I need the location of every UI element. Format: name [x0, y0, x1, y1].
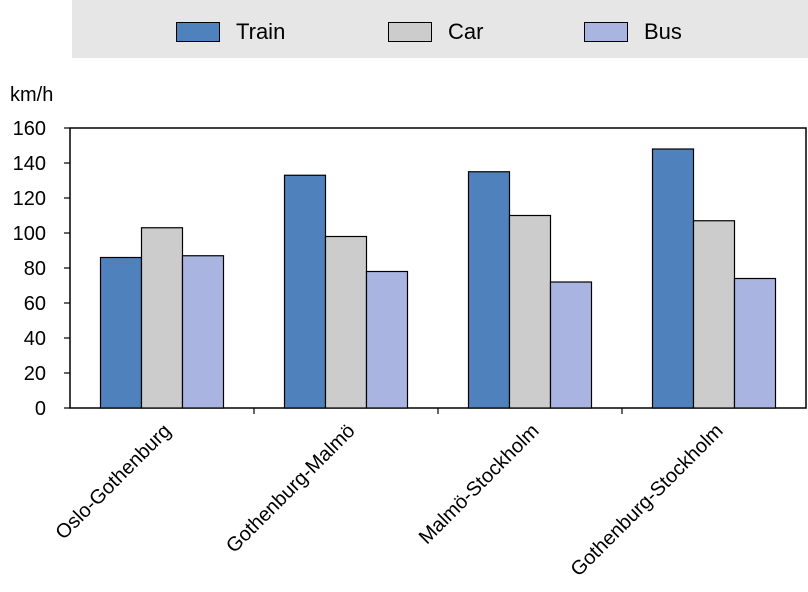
y-tick-label: 160 [13, 118, 46, 140]
legend-swatch-train [176, 22, 220, 42]
bar-bus-0 [181, 255, 225, 409]
bar-car-0 [140, 227, 184, 409]
y-tick-label: 0 [35, 398, 46, 420]
bar-train-0 [99, 256, 143, 409]
legend-item-bus: Bus [584, 19, 682, 45]
bar-car-2 [508, 214, 552, 409]
x-tick-label: Gothenburg-Stockholm [567, 420, 728, 581]
legend-item-car: Car [388, 19, 483, 45]
legend-label-bus: Bus [644, 19, 682, 44]
legend-swatch-bus [584, 22, 628, 42]
bar-bus-2 [549, 281, 593, 409]
bar-train-1 [283, 174, 327, 409]
legend: Train Car Bus [72, 0, 808, 58]
legend-label-car: Car [448, 19, 484, 44]
legend-label-train: Train [236, 19, 286, 44]
y-tick-label: 20 [24, 363, 46, 385]
bar-car-3 [692, 220, 736, 409]
y-tick-label: 40 [24, 328, 46, 350]
y-tick-label: 100 [13, 223, 46, 245]
bar-train-2 [467, 171, 511, 409]
y-tick-label: 120 [13, 188, 46, 210]
bar-bus-1 [365, 270, 409, 409]
y-axis-unit-label: km/h [10, 84, 54, 106]
bar-car-1 [324, 235, 368, 409]
legend-swatch-car [388, 22, 432, 42]
legend-item-train: Train [176, 19, 285, 45]
bar-train-3 [651, 148, 695, 409]
x-tick-label: Gothenburg-Malmö [222, 420, 359, 557]
bar-bus-3 [733, 277, 777, 409]
y-tick-label: 80 [24, 258, 46, 280]
y-tick-label: 60 [24, 293, 46, 315]
x-tick-label: Oslo-Gothenburg [51, 420, 175, 544]
y-tick-label: 140 [13, 153, 46, 175]
x-tick-label: Malmö-Stockholm [415, 420, 544, 549]
